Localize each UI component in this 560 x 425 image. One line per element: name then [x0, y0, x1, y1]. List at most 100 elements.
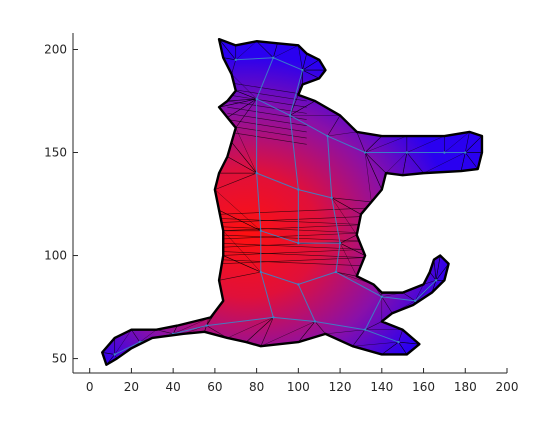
centroid-point — [255, 171, 258, 175]
mesh-edge — [219, 224, 366, 232]
dual-graph-edge — [260, 271, 274, 318]
mesh-edge — [398, 329, 403, 343]
mesh-edge — [219, 249, 366, 256]
mesh-edge — [219, 251, 366, 258]
centroid-point — [413, 299, 417, 303]
mesh-edge — [302, 69, 320, 79]
shape-outline — [101, 37, 484, 366]
mesh-edge — [219, 218, 366, 225]
mesh-edge — [352, 329, 366, 347]
mesh-edge — [227, 94, 307, 108]
dual-graph-edge — [364, 296, 383, 330]
mesh-edge — [218, 209, 261, 232]
mesh-edge — [327, 131, 357, 137]
mesh-edge — [219, 234, 366, 242]
dual-graph-edge — [114, 341, 140, 355]
centroid-point — [464, 151, 467, 154]
dual-graph-edge — [206, 316, 274, 327]
dual-graph-edge — [256, 172, 299, 191]
x-tick-label: 20 — [124, 380, 139, 394]
mesh-edge — [102, 352, 115, 355]
mesh-edge — [235, 98, 257, 128]
dual-graph-edge — [327, 135, 366, 153]
mesh-edge — [218, 98, 257, 108]
mesh-edge — [444, 131, 470, 153]
mesh-edge — [381, 341, 399, 355]
mesh-edge — [219, 259, 366, 267]
mesh-edge — [406, 135, 445, 153]
mesh-edge — [435, 255, 441, 281]
mesh-edge — [214, 172, 257, 190]
plot-area — [101, 37, 484, 366]
x-tick-label: 80 — [249, 380, 264, 394]
mesh-edge — [402, 292, 416, 302]
centroid-point — [297, 241, 300, 245]
x-tick-label: 180 — [454, 380, 477, 394]
mesh-edge — [364, 135, 383, 153]
y-tick-label: 50 — [52, 352, 67, 366]
mesh-edge — [219, 207, 366, 215]
mesh-edge — [139, 329, 157, 343]
mesh-edge — [231, 59, 237, 75]
y-tick-label: 100 — [44, 249, 67, 263]
mesh-edge — [331, 197, 357, 236]
mesh-edge — [398, 341, 408, 355]
mesh-edge — [325, 329, 366, 335]
mesh-edge — [156, 329, 174, 335]
centroid-point — [434, 279, 438, 282]
mesh-lines — [102, 39, 482, 365]
dual-graph-edge — [298, 189, 332, 199]
dual-graph-edge — [327, 135, 333, 198]
mesh-edge — [172, 325, 178, 334]
mesh-edge — [214, 189, 261, 232]
centroid-point — [338, 241, 342, 245]
mesh-edge — [364, 321, 382, 330]
mesh-edge — [464, 131, 470, 153]
mesh-edge — [381, 296, 393, 314]
dual-graph-edge — [414, 279, 437, 302]
x-tick-label: 100 — [287, 380, 310, 394]
mesh-edge — [219, 240, 366, 248]
x-tick-label: 160 — [412, 380, 435, 394]
centroid-point — [405, 151, 409, 154]
dual-graph-edge — [173, 325, 207, 335]
dual-graph-edge — [289, 114, 328, 137]
mesh-edge — [327, 115, 341, 137]
dual-graph-edge — [289, 115, 299, 190]
centroid-point — [297, 283, 300, 286]
dual-graph-edge — [256, 98, 291, 116]
mesh-edge — [227, 125, 307, 139]
mesh-edge — [227, 119, 307, 133]
mesh-edge — [114, 329, 132, 355]
centroid-point — [330, 196, 333, 200]
centroid-point — [363, 328, 367, 331]
centroid-point — [443, 151, 446, 154]
mesh-edge — [235, 127, 257, 174]
mesh-edge — [398, 341, 420, 345]
dual-graph-edge — [260, 271, 299, 285]
mesh-edge — [423, 152, 466, 174]
centroid-point — [363, 151, 367, 154]
dual-graph-edge — [331, 197, 341, 244]
mesh-edge — [406, 152, 424, 174]
dual-graph-edge — [256, 173, 262, 231]
mesh-edge — [227, 82, 307, 96]
centroid-point — [259, 229, 262, 233]
y-tick-label: 200 — [44, 42, 67, 56]
centroid-point — [259, 270, 262, 274]
dual-graph-edge — [364, 329, 399, 343]
mesh-edge — [223, 57, 236, 61]
mesh-edge — [227, 113, 307, 127]
centroid-point — [397, 340, 400, 344]
x-tick-label: 200 — [496, 380, 519, 394]
mesh-edge — [460, 152, 466, 172]
mesh-edge — [227, 100, 307, 114]
x-tick-label: 120 — [329, 380, 352, 394]
mesh-edge — [302, 53, 307, 71]
x-tick-label: 40 — [166, 380, 181, 394]
centroid-point — [272, 316, 275, 319]
mesh-edge — [465, 135, 482, 153]
x-tick-label: 0 — [86, 380, 94, 394]
mesh-edge — [429, 271, 437, 281]
